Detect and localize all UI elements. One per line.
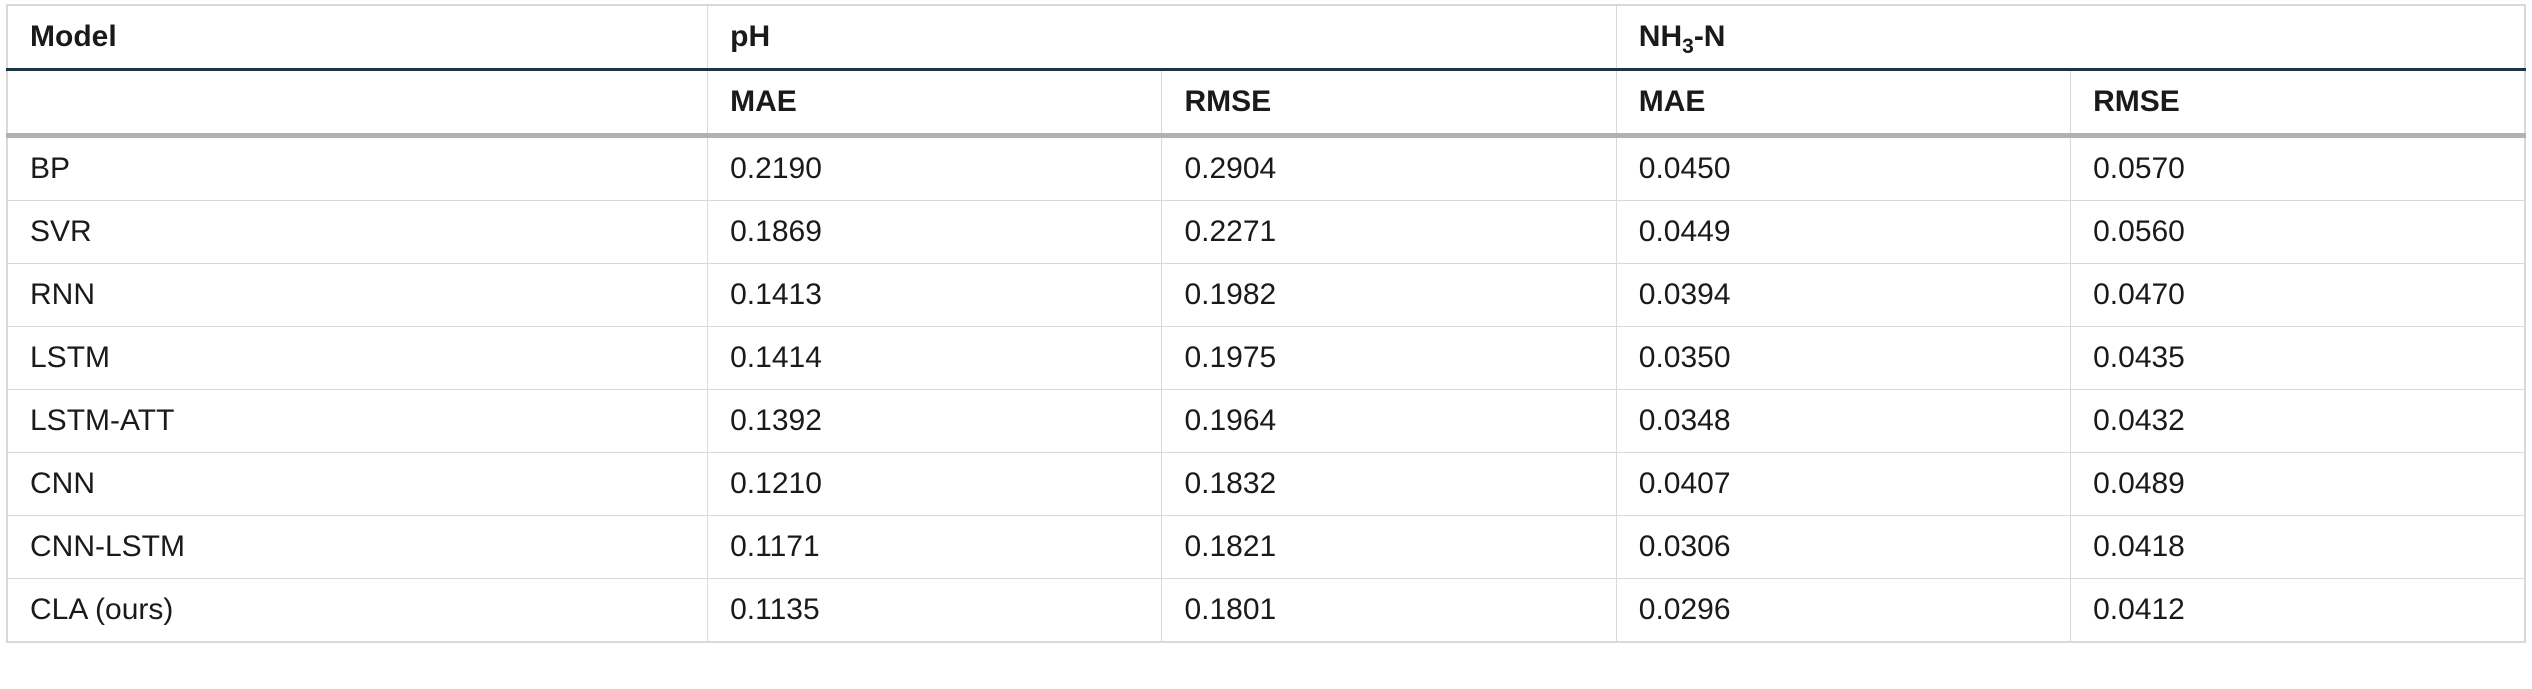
- cell-n-mae: 0.0450: [1616, 136, 2070, 201]
- table-container: Model pH NH3-N MAE RMSE MAE RMSE BP 0.21…: [0, 0, 2532, 649]
- cell-ph-mae: 0.1414: [708, 327, 1162, 390]
- table-row: SVR 0.1869 0.2271 0.0449 0.0560: [7, 201, 2525, 264]
- col-header-ph: pH: [708, 5, 1617, 70]
- col-header-n-mae: MAE: [1616, 70, 2070, 136]
- cell-ph-mae: 0.1392: [708, 390, 1162, 453]
- cell-ph-mae: 0.1135: [708, 579, 1162, 643]
- cell-ph-rmse: 0.1801: [1162, 579, 1616, 643]
- cell-ph-mae: 0.1171: [708, 516, 1162, 579]
- cell-n-mae: 0.0449: [1616, 201, 2070, 264]
- cell-n-mae: 0.0407: [1616, 453, 2070, 516]
- cell-model: RNN: [7, 264, 708, 327]
- col-header-n-rmse: RMSE: [2071, 70, 2525, 136]
- col-header-ph-rmse: RMSE: [1162, 70, 1616, 136]
- cell-n-rmse: 0.0489: [2071, 453, 2525, 516]
- cell-ph-rmse: 0.1964: [1162, 390, 1616, 453]
- col-header-empty: [7, 70, 708, 136]
- table-row: LSTM 0.1414 0.1975 0.0350 0.0435: [7, 327, 2525, 390]
- table-header-row-1: Model pH NH3-N: [7, 5, 2525, 70]
- cell-ph-mae: 0.1413: [708, 264, 1162, 327]
- cell-n-mae: 0.0306: [1616, 516, 2070, 579]
- table-row: LSTM-ATT 0.1392 0.1964 0.0348 0.0432: [7, 390, 2525, 453]
- table-row: CLA (ours) 0.1135 0.1801 0.0296 0.0412: [7, 579, 2525, 643]
- cell-n-mae: 0.0348: [1616, 390, 2070, 453]
- cell-model: BP: [7, 136, 708, 201]
- cell-model: LSTM-ATT: [7, 390, 708, 453]
- cell-model: CNN-LSTM: [7, 516, 708, 579]
- cell-n-mae: 0.0296: [1616, 579, 2070, 643]
- cell-n-rmse: 0.0470: [2071, 264, 2525, 327]
- col-header-ph-mae: MAE: [708, 70, 1162, 136]
- cell-ph-rmse: 0.2271: [1162, 201, 1616, 264]
- cell-ph-mae: 0.2190: [708, 136, 1162, 201]
- col-header-nh3n: NH3-N: [1616, 5, 2525, 70]
- cell-n-mae: 0.0394: [1616, 264, 2070, 327]
- cell-model: CLA (ours): [7, 579, 708, 643]
- cell-n-rmse: 0.0560: [2071, 201, 2525, 264]
- cell-model: CNN: [7, 453, 708, 516]
- cell-n-rmse: 0.0418: [2071, 516, 2525, 579]
- cell-ph-mae: 0.1210: [708, 453, 1162, 516]
- cell-ph-rmse: 0.1821: [1162, 516, 1616, 579]
- table-header-row-2: MAE RMSE MAE RMSE: [7, 70, 2525, 136]
- cell-n-rmse: 0.0412: [2071, 579, 2525, 643]
- table-row: RNN 0.1413 0.1982 0.0394 0.0470: [7, 264, 2525, 327]
- table-body: BP 0.2190 0.2904 0.0450 0.0570 SVR 0.186…: [7, 136, 2525, 643]
- cell-n-rmse: 0.0432: [2071, 390, 2525, 453]
- col-header-model: Model: [7, 5, 708, 70]
- cell-n-mae: 0.0350: [1616, 327, 2070, 390]
- table-row: CNN 0.1210 0.1832 0.0407 0.0489: [7, 453, 2525, 516]
- results-table: Model pH NH3-N MAE RMSE MAE RMSE BP 0.21…: [6, 4, 2526, 643]
- cell-ph-rmse: 0.2904: [1162, 136, 1616, 201]
- cell-n-rmse: 0.0435: [2071, 327, 2525, 390]
- cell-model: LSTM: [7, 327, 708, 390]
- cell-ph-rmse: 0.1832: [1162, 453, 1616, 516]
- cell-ph-mae: 0.1869: [708, 201, 1162, 264]
- cell-ph-rmse: 0.1982: [1162, 264, 1616, 327]
- table-row: CNN-LSTM 0.1171 0.1821 0.0306 0.0418: [7, 516, 2525, 579]
- cell-model: SVR: [7, 201, 708, 264]
- cell-ph-rmse: 0.1975: [1162, 327, 1616, 390]
- table-row: BP 0.2190 0.2904 0.0450 0.0570: [7, 136, 2525, 201]
- cell-n-rmse: 0.0570: [2071, 136, 2525, 201]
